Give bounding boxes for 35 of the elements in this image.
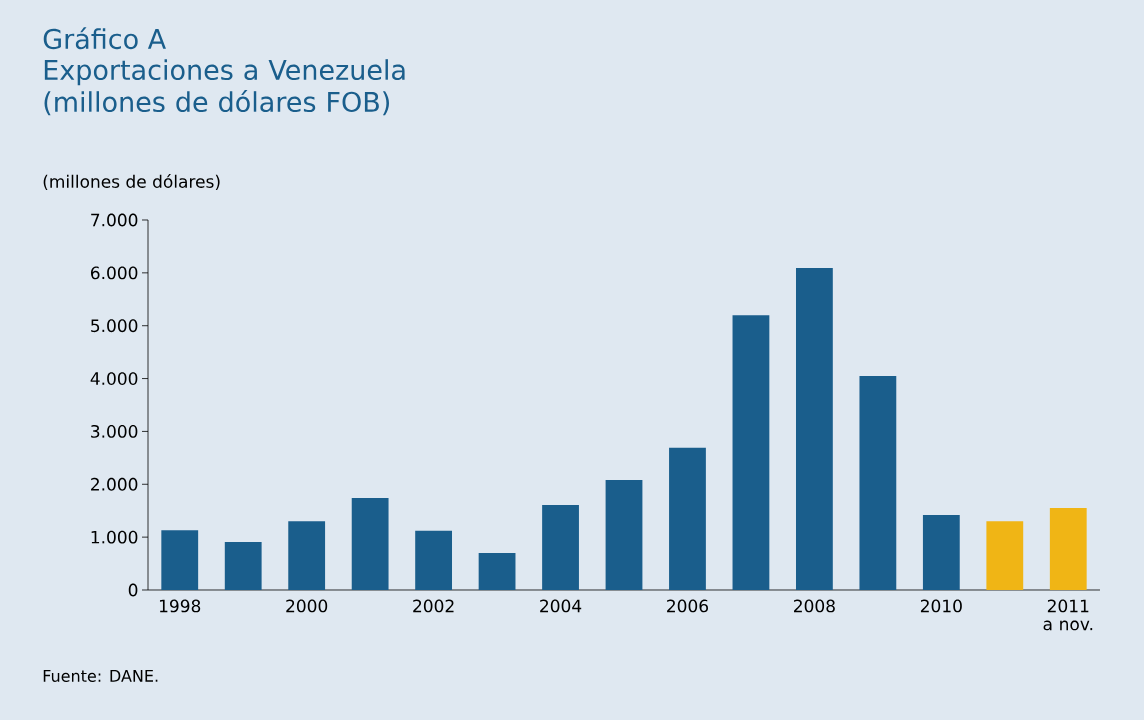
bar [1049,508,1087,590]
x-tick-label: 2008 [794,599,835,613]
x-tick-label: 2011 a nov. [1043,599,1093,631]
chart-title: Gráfico A [43,27,166,50]
bar [796,268,833,590]
y-tick-label: 0 [128,583,138,597]
bar [351,498,389,590]
x-tick-label: 1998 [159,599,201,613]
bar [161,530,199,590]
source-note: Fuente: DANE. [43,670,158,682]
y-tick-label: 6.000 [91,266,138,280]
y-axis-title: (millones de dólares) [43,174,220,190]
x-tick-label: 2006 [667,599,709,613]
bar [415,530,453,590]
bar [478,552,516,590]
x-tick-label: 2004 [540,599,582,613]
y-tick-label: 3.000 [91,424,138,438]
chart-subtitle: Exportaciones a Venezuela (millones de dólares FOB) [44,59,405,116]
bar [542,504,579,590]
bar [922,514,960,590]
bar [605,480,643,590]
bar [669,447,706,590]
bar [224,541,262,590]
bar [288,521,326,590]
y-tick-label: 5.000 [91,319,138,333]
y-tick-label: 7.000 [91,213,138,227]
y-tick-label: 2.000 [91,477,138,491]
x-tick-label: 2002 [413,599,454,613]
x-tick-label: 2000 [286,599,328,613]
y-tick-label: 1.000 [91,530,138,544]
x-tick-label: 2010 [920,599,962,613]
y-tick-label: 4.000 [90,372,138,385]
bar [986,521,1024,590]
bar [732,315,770,590]
bar [859,375,897,590]
